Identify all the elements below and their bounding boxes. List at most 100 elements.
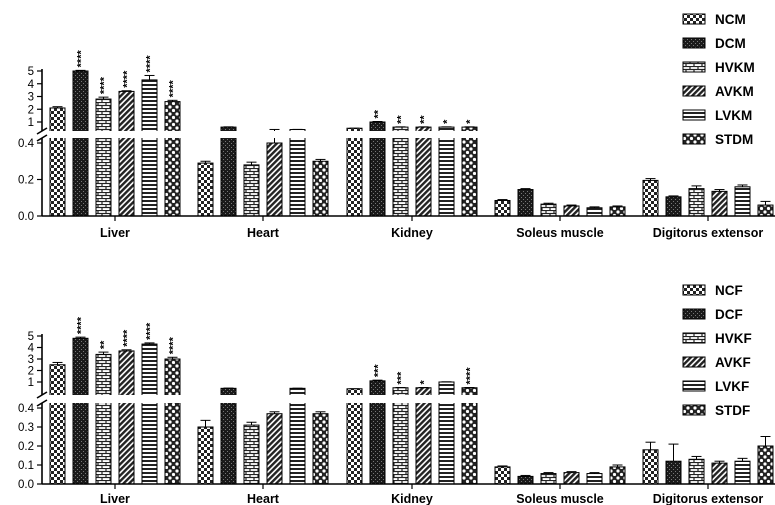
bar-avkf-1 [266, 413, 283, 485]
significance-label: **** [168, 336, 180, 354]
bar-dcm-1 [220, 126, 237, 217]
bar-ncf-0 [49, 364, 66, 485]
bar-hvkm-0 [95, 98, 112, 217]
axis-break-mark [36, 134, 48, 142]
axis-break-mark [36, 127, 48, 135]
category-label: Kidney [391, 226, 433, 240]
y-tick-label: 2 [28, 104, 34, 116]
bar-stdf-0 [164, 358, 181, 485]
legend-label-dcf: DCF [715, 307, 743, 322]
significance-label: **** [168, 79, 180, 97]
y-tick-label: 4 [28, 79, 35, 91]
axis-break-mark [36, 399, 48, 407]
legend: NCM DCM HVKM AVKM LVKM STDM [682, 12, 755, 147]
bar-hvkm-1 [243, 164, 260, 217]
bar-lvkm-2 [438, 126, 455, 217]
y-tick-label: 0.4 [18, 138, 35, 150]
category-label: Soleus muscle [516, 492, 604, 505]
axis-break-gap [36, 131, 775, 138]
legend-swatch-avkf [682, 356, 706, 368]
bar-avkf-4 [711, 462, 728, 485]
bar-stdm-0 [164, 101, 181, 217]
legend-swatch-lvkm [682, 109, 706, 121]
significance-label: ** [396, 115, 408, 124]
category-label: Soleus muscle [516, 226, 604, 240]
legend-swatch-stdf [682, 404, 706, 416]
significance-label: **** [122, 329, 134, 347]
bar-ncm-1 [197, 162, 214, 217]
legend-label-avkf: AVKF [715, 355, 751, 370]
bar-ncf-3 [494, 466, 511, 485]
bar-stdm-3 [609, 206, 626, 217]
legend-swatch-avkm [682, 85, 706, 97]
significance-label: **** [99, 76, 111, 94]
significance-label: **** [122, 70, 134, 88]
bar-avkm-4 [711, 190, 728, 217]
bar-ncm-0 [49, 107, 66, 217]
bar-dcf-3 [517, 475, 534, 485]
legend-swatch-ncf [682, 284, 706, 296]
bar-ncf-4 [642, 449, 659, 485]
bar-hvkm-4 [688, 188, 705, 217]
bar-avkm-3 [563, 205, 580, 217]
legend-label-dcm: DCM [715, 36, 746, 51]
category-label: Heart [247, 492, 280, 505]
y-tick-label: 0.0 [18, 211, 34, 223]
y-tick-label: 0.0 [18, 479, 34, 491]
category-label: Digitorus extensor [653, 226, 764, 240]
significance-label: **** [76, 316, 88, 334]
significance-label: * [465, 119, 477, 124]
y-tick-label: 0.2 [18, 175, 34, 187]
y-tick-label: 0.2 [18, 441, 34, 453]
plot-area: ***************************** [36, 316, 775, 485]
bar-hvkm-2 [392, 126, 409, 217]
legend-label-hvkf: HVKF [715, 331, 752, 346]
category-label: Kidney [391, 492, 433, 505]
significance-label: **** [76, 50, 88, 68]
bar-lvkm-3 [586, 207, 603, 217]
bar-hvkf-0 [95, 353, 112, 485]
bar-lvkm-4 [734, 186, 751, 217]
legend: NCF DCF HVKF AVKF LVKF STDF [682, 283, 752, 418]
chart-panel-male: ****************************0.00.20.4123… [18, 12, 775, 240]
legend-swatch-stdm [682, 133, 706, 145]
bar-ncm-4 [642, 179, 659, 217]
y-tick-label: 5 [28, 331, 34, 343]
legend-label-stdm: STDM [715, 132, 753, 147]
significance-label: *** [396, 371, 408, 385]
plot-area: **************************** [36, 50, 775, 217]
y-tick-label: 1 [28, 117, 34, 129]
legend-label-lvkf: LVKF [715, 379, 749, 394]
significance-label: **** [145, 55, 157, 73]
bar-avkm-0 [118, 90, 135, 217]
bar-ncf-1 [197, 426, 214, 485]
bar-lvkf-0 [141, 343, 158, 485]
legend-label-avkm: AVKM [715, 84, 754, 99]
legend-swatch-lvkf [682, 380, 706, 392]
y-tick-label: 0.4 [18, 403, 35, 415]
axis-break-gap [36, 395, 775, 403]
bar-stdm-1 [312, 160, 329, 217]
y-tick-label: 0.1 [18, 460, 34, 472]
significance-label: **** [145, 322, 157, 340]
y-tick-label: 4 [28, 343, 35, 355]
significance-label: ** [99, 340, 111, 349]
y-tick-label: 3 [28, 354, 34, 366]
bar-dcm-3 [517, 189, 534, 217]
bar-avkm-1 [266, 142, 283, 217]
bar-ncf-2 [346, 388, 363, 485]
bar-stdf-1 [312, 413, 329, 485]
category-label: Heart [247, 226, 280, 240]
bar-dcm-4 [665, 196, 682, 217]
y-tick-label: 1 [28, 377, 34, 389]
legend-swatch-hvkf [682, 332, 706, 344]
significance-label: **** [465, 367, 477, 385]
significance-label: ** [419, 115, 431, 124]
legend-swatch-hvkm [682, 61, 706, 73]
significance-label: * [419, 380, 431, 385]
bar-ncm-3 [494, 199, 511, 217]
y-tick-label: 2 [28, 366, 34, 378]
legend-swatch-ncm [682, 13, 706, 25]
chart-panel-female: *****************************0.00.10.20.… [18, 283, 775, 505]
significance-label: * [442, 119, 454, 124]
